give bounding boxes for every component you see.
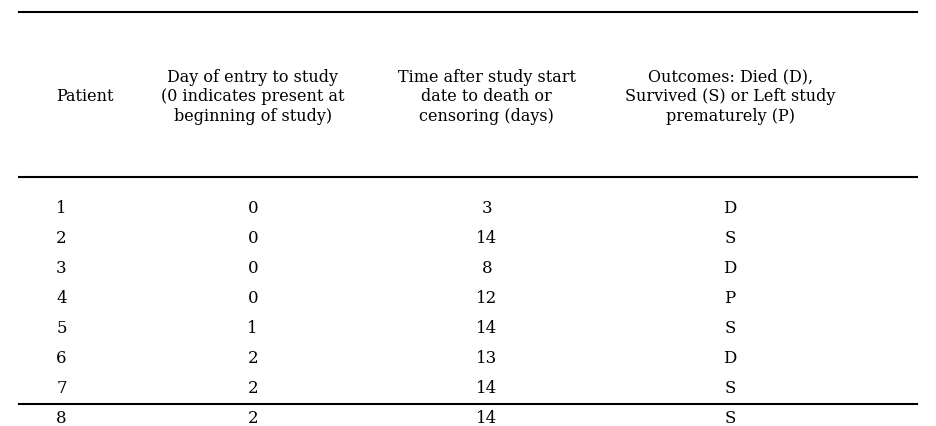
Text: 0: 0	[247, 260, 258, 277]
Text: D: D	[724, 260, 737, 277]
Text: 6: 6	[56, 350, 66, 367]
Text: 2: 2	[56, 230, 66, 247]
Text: D: D	[724, 200, 737, 217]
Text: 14: 14	[476, 230, 497, 247]
Text: S: S	[724, 320, 736, 337]
Text: 0: 0	[247, 290, 258, 307]
Text: 5: 5	[56, 320, 66, 337]
Text: P: P	[724, 290, 736, 307]
Text: 4: 4	[56, 290, 66, 307]
Text: Day of entry to study
(0 indicates present at
beginning of study): Day of entry to study (0 indicates prese…	[161, 69, 344, 125]
Text: Outcomes: Died (D),
Survived (S) or Left study
prematurely (P): Outcomes: Died (D), Survived (S) or Left…	[625, 69, 835, 125]
Text: Patient: Patient	[56, 88, 113, 105]
Text: 1: 1	[247, 320, 258, 337]
Text: 14: 14	[476, 380, 497, 397]
Text: S: S	[724, 230, 736, 247]
Text: 2: 2	[247, 410, 258, 426]
Text: 14: 14	[476, 410, 497, 426]
Text: 3: 3	[56, 260, 66, 277]
Text: S: S	[724, 410, 736, 426]
Text: 14: 14	[476, 320, 497, 337]
Text: 8: 8	[56, 410, 66, 426]
Text: 1: 1	[56, 200, 66, 217]
Text: D: D	[724, 350, 737, 367]
Text: Time after study start
date to death or
censoring (days): Time after study start date to death or …	[398, 69, 576, 125]
Text: 0: 0	[247, 200, 258, 217]
Text: 0: 0	[247, 230, 258, 247]
Text: 2: 2	[247, 350, 258, 367]
Text: 12: 12	[476, 290, 497, 307]
Text: 8: 8	[481, 260, 492, 277]
Text: 7: 7	[56, 380, 66, 397]
Text: 3: 3	[481, 200, 492, 217]
Text: 2: 2	[247, 380, 258, 397]
Text: S: S	[724, 380, 736, 397]
Text: 13: 13	[476, 350, 497, 367]
